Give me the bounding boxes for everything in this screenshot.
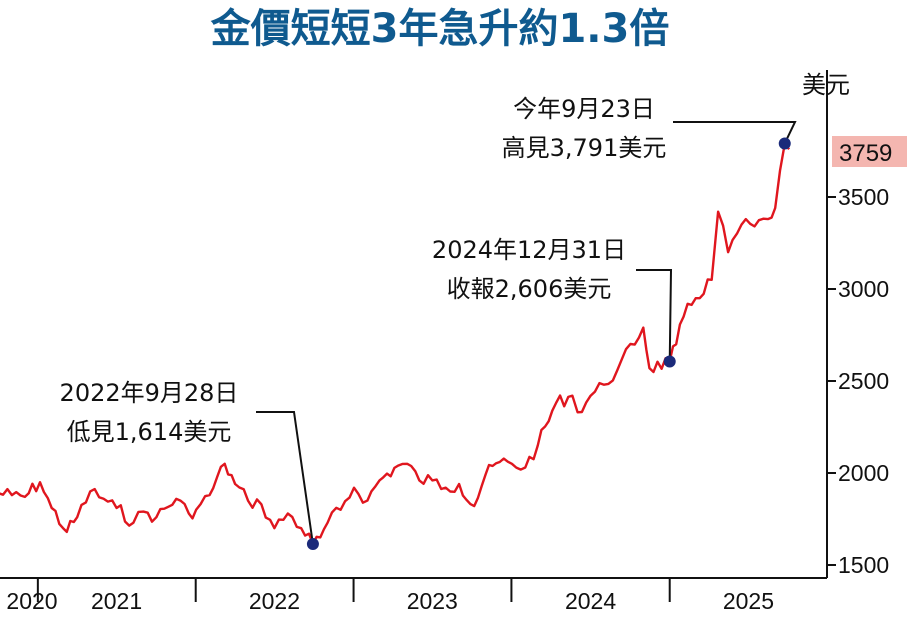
annotation-leader-line	[256, 411, 314, 545]
last-value-label: 3759	[839, 140, 892, 167]
annotation-yearend-line2: 收報2,606美元	[447, 275, 612, 303]
y-tick-label: 2500	[838, 368, 889, 394]
last-value-highlight	[832, 136, 907, 167]
annotation-marker	[306, 538, 319, 551]
x-tick-label: 2025	[723, 588, 774, 614]
annotation-low-line1: 2022年9月28日	[60, 379, 239, 407]
annotation-layer: 今年9月23日 高見3,791美元 2024年12月31日 收報2,606美元 …	[60, 95, 667, 446]
annotation-peak-line2: 高見3,791美元	[502, 134, 667, 162]
y-tick-label: 2000	[838, 460, 889, 486]
annotation-yearend-line1: 2024年12月31日	[432, 236, 626, 264]
gold-price-line	[0, 142, 791, 546]
axis-layer: 1500 2000 2500 3000 3500 2020 2021 2022 2023 2024…	[0, 70, 889, 614]
y-tick-label: 3500	[838, 184, 889, 210]
x-tick-label: 2021	[91, 588, 142, 614]
x-tick-label: 2022	[249, 588, 300, 614]
plot-layer: 3759 美元 15002000250030003500202020212022…	[0, 70, 907, 614]
annotation-leader-line	[636, 269, 673, 362]
annotation-marker	[778, 137, 791, 150]
annotation-peak-line1: 今年9月23日	[513, 95, 655, 123]
x-tick-label: 2020	[6, 588, 57, 614]
chart-title: 金價短短3年急升約1.3倍	[210, 6, 670, 52]
y-tick-label: 3000	[838, 276, 889, 302]
series-layer	[0, 121, 797, 551]
y-tick-label: 1500	[838, 552, 889, 578]
annotation-marker	[663, 355, 676, 368]
x-tick-label: 2024	[565, 588, 616, 614]
x-tick-label: 2023	[407, 588, 458, 614]
annotation-low-line2: 低見1,614美元	[67, 418, 232, 446]
annotation-leader-line	[673, 121, 797, 144]
